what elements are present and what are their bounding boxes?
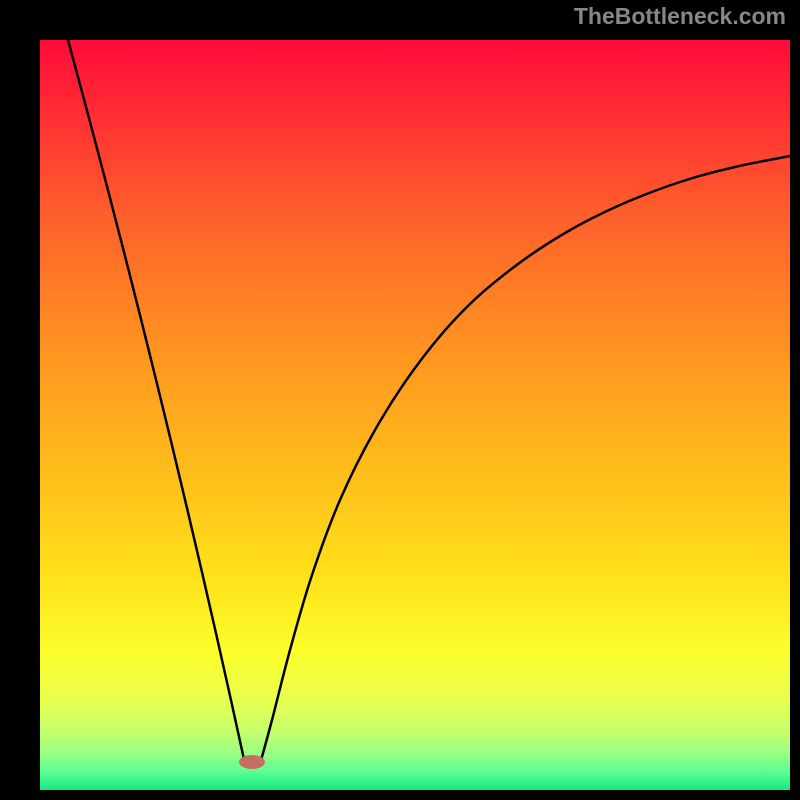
figure-root: TheBottleneck.com (0, 0, 800, 800)
plot-background (40, 40, 790, 790)
min-marker (239, 755, 265, 769)
chart-svg (0, 0, 800, 800)
watermark-text: TheBottleneck.com (574, 3, 786, 30)
